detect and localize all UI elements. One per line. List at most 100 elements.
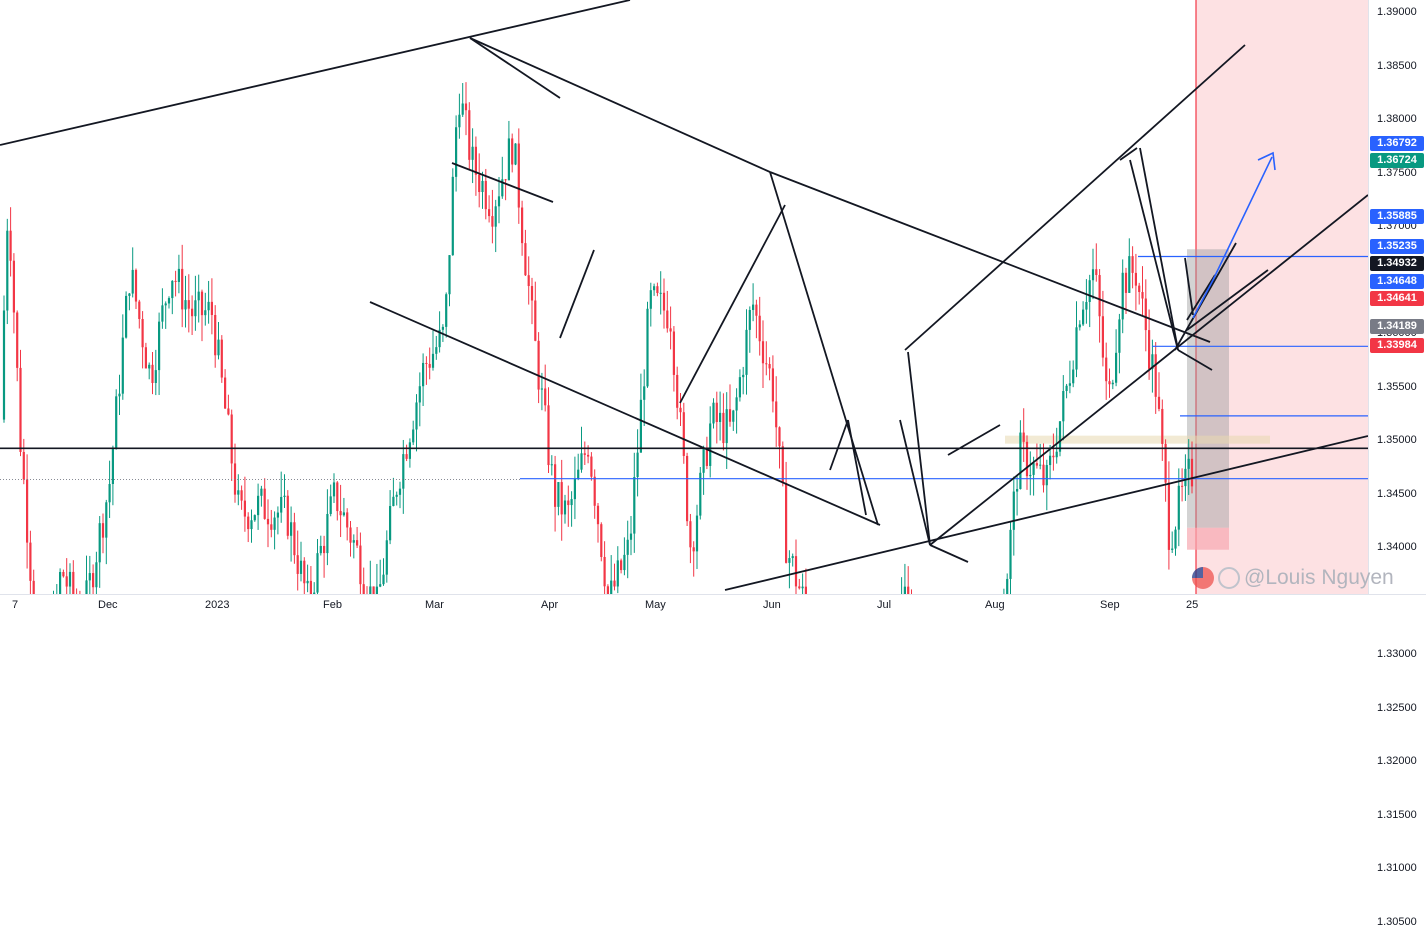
candle-body	[1105, 357, 1108, 382]
candle-body	[115, 396, 118, 450]
candle-body	[643, 386, 646, 400]
candle-body	[682, 412, 685, 456]
candle-body	[540, 388, 543, 390]
zone-highlight	[1005, 435, 1270, 444]
candle-body	[679, 407, 682, 413]
candle-body	[68, 571, 72, 587]
candle-body	[134, 269, 138, 302]
candle-body	[606, 586, 609, 594]
candle-body	[65, 576, 68, 587]
candle-body	[121, 337, 124, 394]
candle-body	[95, 562, 98, 588]
candle-body	[260, 488, 263, 496]
candle-body	[481, 180, 484, 193]
candle-body	[1184, 468, 1187, 487]
candle-body	[214, 314, 217, 356]
candle-body	[263, 488, 266, 519]
candle-body	[1141, 292, 1144, 299]
candle-body	[907, 586, 910, 594]
candle-body	[1035, 463, 1038, 466]
candle-body	[171, 280, 174, 299]
time-tick-label: Feb	[323, 599, 342, 611]
trendline	[1184, 257, 1194, 316]
price-tag: 1.34932	[1370, 256, 1424, 271]
candle-body	[1029, 474, 1032, 477]
candle-body	[1078, 324, 1081, 328]
candles	[2, 82, 1194, 594]
candle-body	[798, 586, 801, 589]
price-tick-label: 1.34500	[1377, 487, 1417, 500]
candle-body	[530, 286, 534, 301]
candle-body	[250, 520, 253, 530]
candle-body	[438, 329, 441, 348]
candle-body	[448, 255, 451, 295]
candle-body	[1098, 275, 1101, 317]
candle-body	[164, 303, 167, 306]
trendline	[899, 419, 931, 546]
trendline	[451, 162, 554, 203]
candle-body	[557, 482, 560, 507]
candle-body	[398, 488, 402, 495]
candle-body	[573, 478, 576, 500]
price-tag: 1.33984	[1370, 338, 1424, 353]
price-tag: 1.35885	[1370, 209, 1424, 224]
candle-body	[101, 523, 105, 538]
candle-body	[217, 339, 220, 356]
candle-body	[1006, 578, 1009, 594]
candle-body	[461, 103, 464, 115]
candle-body	[385, 540, 388, 575]
candle-body	[428, 363, 431, 368]
candle-body	[765, 363, 768, 365]
candle-body	[593, 476, 596, 506]
candle-body	[194, 300, 197, 317]
candle-body	[309, 580, 312, 594]
candle-body	[471, 146, 474, 160]
candle-body	[1009, 529, 1012, 579]
candle-body	[29, 542, 32, 581]
candle-body	[464, 103, 468, 111]
candle-body	[1124, 272, 1128, 293]
candle-body	[1167, 482, 1170, 550]
candle-body	[243, 500, 246, 517]
candle-body	[177, 268, 180, 282]
candle-body	[547, 405, 550, 466]
candle-body	[389, 506, 392, 541]
candle-body	[349, 527, 352, 543]
candle-body	[699, 472, 702, 516]
trendline	[1119, 147, 1138, 161]
candle-body	[1091, 269, 1095, 281]
candle-body	[560, 482, 563, 515]
candle-body	[299, 560, 303, 574]
candle-body	[686, 455, 689, 522]
candle-body	[1131, 256, 1134, 273]
candle-body	[253, 515, 256, 521]
candle-body	[422, 362, 425, 387]
candle-body	[92, 573, 95, 588]
projection-arrow-head	[1257, 151, 1276, 171]
candle-body	[2, 310, 6, 420]
candle-body	[316, 553, 319, 593]
candle-body	[392, 496, 395, 507]
candle-body	[425, 362, 428, 364]
candle-body	[656, 286, 659, 294]
candle-body	[359, 545, 362, 585]
price-tick-label: 1.35500	[1377, 380, 1417, 393]
candle-body	[1134, 272, 1137, 286]
candle-body	[191, 308, 194, 317]
candle-body	[695, 515, 699, 552]
candle-body	[303, 560, 306, 584]
candle-body	[6, 230, 9, 311]
candle-body	[85, 580, 88, 594]
candle-body	[1181, 485, 1184, 487]
candle-body	[554, 464, 557, 507]
candle-body	[491, 216, 494, 227]
candle-body	[415, 402, 418, 430]
candle-body	[537, 340, 540, 390]
candle-body	[1144, 298, 1147, 331]
position-stop-area	[1187, 527, 1229, 550]
candle-body	[227, 408, 230, 415]
chart-plot-area[interactable]	[0, 0, 1368, 594]
candle-body	[567, 500, 570, 506]
time-axis[interactable]: 7 Dec 2023 Feb Mar Apr May Jun Jul Aug Sep 25	[0, 594, 1426, 619]
candle-body	[167, 298, 171, 304]
